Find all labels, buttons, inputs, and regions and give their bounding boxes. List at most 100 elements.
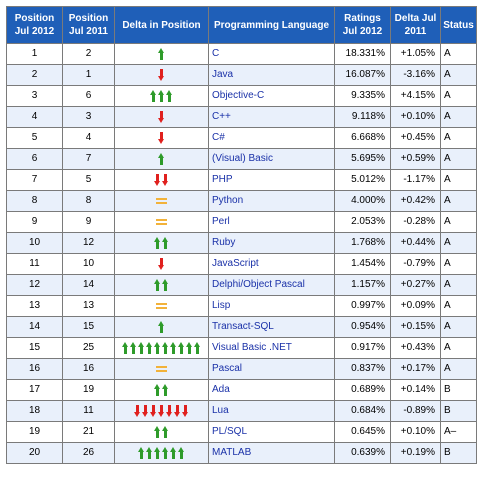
arrow-up-icon [154, 426, 161, 438]
arrow-up-icon [138, 342, 145, 354]
cell-delta-position [114, 232, 209, 254]
cell-language-link[interactable]: Lisp [208, 295, 335, 317]
arrow-up-icon [154, 237, 161, 249]
header-position-2012[interactable]: Position Jul 2012 [6, 6, 63, 44]
cell-language-link[interactable]: PHP [208, 169, 335, 191]
cell-delta-position [114, 274, 209, 296]
cell-delta-position [114, 43, 209, 65]
cell-position-2012: 11 [6, 253, 63, 275]
cell-status: A [440, 127, 477, 149]
cell-language-link[interactable]: PL/SQL [208, 421, 335, 443]
cell-language-link[interactable]: Ada [208, 379, 335, 401]
cell-delta-position [114, 211, 209, 233]
cell-delta-ratings: +0.15% [390, 316, 441, 338]
table-row: 12 14 Delphi/Object Pascal 1.157% +0.27% A [6, 274, 477, 296]
arrow-up-icon [154, 447, 161, 459]
cell-language-link[interactable]: (Visual) Basic [208, 148, 335, 170]
cell-status: A [440, 64, 477, 86]
header-status[interactable]: Status [440, 6, 477, 44]
cell-language-link[interactable]: Delphi/Object Pascal [208, 274, 335, 296]
cell-position-2011: 14 [62, 274, 115, 296]
cell-ratings: 16.087% [334, 64, 391, 86]
cell-ratings: 2.053% [334, 211, 391, 233]
cell-language-link[interactable]: Pascal [208, 358, 335, 380]
cell-delta-ratings: -0.79% [390, 253, 441, 275]
cell-delta-position [114, 421, 209, 443]
cell-position-2011: 4 [62, 127, 115, 149]
arrow-down-icon [134, 405, 141, 417]
cell-status: A [440, 337, 477, 359]
cell-position-2012: 18 [6, 400, 63, 422]
cell-delta-ratings: +0.42% [390, 190, 441, 212]
cell-language-link[interactable]: Java [208, 64, 335, 86]
table-row: 20 26 MATLAB 0.639% +0.19% B [6, 442, 477, 464]
cell-delta-ratings: -1.17% [390, 169, 441, 191]
table-row: 4 3 C++ 9.118% +0.10% A [6, 106, 477, 128]
cell-language-link[interactable]: JavaScript [208, 253, 335, 275]
cell-language-link[interactable]: MATLAB [208, 442, 335, 464]
table-row: 19 21 PL/SQL 0.645% +0.10% A– [6, 421, 477, 443]
cell-delta-ratings: -0.28% [390, 211, 441, 233]
table-row: 6 7 (Visual) Basic 5.695% +0.59% A [6, 148, 477, 170]
arrow-up-icon [130, 342, 137, 354]
cell-position-2012: 20 [6, 442, 63, 464]
arrow-up-icon [166, 90, 173, 102]
cell-delta-ratings: +0.09% [390, 295, 441, 317]
cell-language-link[interactable]: Perl [208, 211, 335, 233]
cell-language-link[interactable]: C++ [208, 106, 335, 128]
arrow-up-icon [158, 153, 165, 165]
table-row: 10 12 Ruby 1.768% +0.44% A [6, 232, 477, 254]
cell-position-2012: 1 [6, 43, 63, 65]
arrow-down-icon [182, 405, 189, 417]
cell-ratings: 1.768% [334, 232, 391, 254]
cell-delta-ratings: +0.14% [390, 379, 441, 401]
table-row: 17 19 Ada 0.689% +0.14% B [6, 379, 477, 401]
cell-position-2012: 8 [6, 190, 63, 212]
arrow-up-icon [162, 342, 169, 354]
cell-ratings: 0.684% [334, 400, 391, 422]
cell-delta-ratings: +0.43% [390, 337, 441, 359]
cell-position-2012: 7 [6, 169, 63, 191]
header-position-2011[interactable]: Position Jul 2011 [62, 6, 115, 44]
header-delta-ratings[interactable]: Delta Jul 2011 [390, 6, 441, 44]
cell-position-2012: 12 [6, 274, 63, 296]
cell-status: A [440, 190, 477, 212]
table-row: 7 5 PHP 5.012% -1.17% A [6, 169, 477, 191]
cell-delta-ratings: -0.89% [390, 400, 441, 422]
ranking-table-container: Position Jul 2012 Position Jul 2011 Delt… [6, 6, 477, 464]
cell-status: A [440, 253, 477, 275]
cell-ratings: 0.689% [334, 379, 391, 401]
table-row: 16 16 Pascal 0.837% +0.17% A [6, 358, 477, 380]
header-delta-position[interactable]: Delta in Position [114, 6, 209, 44]
arrow-up-icon [138, 447, 145, 459]
cell-language-link[interactable]: C# [208, 127, 335, 149]
cell-language-link[interactable]: Objective-C [208, 85, 335, 107]
table-row: 11 10 JavaScript 1.454% -0.79% A [6, 253, 477, 275]
cell-position-2011: 3 [62, 106, 115, 128]
cell-language-link[interactable]: C [208, 43, 335, 65]
cell-ratings: 6.668% [334, 127, 391, 149]
cell-position-2012: 6 [6, 148, 63, 170]
cell-language-link[interactable]: Python [208, 190, 335, 212]
cell-delta-position [114, 316, 209, 338]
cell-ratings: 0.997% [334, 295, 391, 317]
cell-language-link[interactable]: Ruby [208, 232, 335, 254]
cell-position-2011: 1 [62, 64, 115, 86]
cell-language-link[interactable]: Lua [208, 400, 335, 422]
cell-position-2012: 3 [6, 85, 63, 107]
cell-ratings: 18.331% [334, 43, 391, 65]
table-row: 8 8 Python 4.000% +0.42% A [6, 190, 477, 212]
equals-icon [156, 365, 167, 373]
cell-ratings: 0.639% [334, 442, 391, 464]
cell-ratings: 5.012% [334, 169, 391, 191]
cell-position-2012: 14 [6, 316, 63, 338]
header-language[interactable]: Programming Language [208, 6, 335, 44]
cell-language-link[interactable]: Transact-SQL [208, 316, 335, 338]
cell-delta-ratings: +0.27% [390, 274, 441, 296]
cell-language-link[interactable]: Visual Basic .NET [208, 337, 335, 359]
header-ratings[interactable]: Ratings Jul 2012 [334, 6, 391, 44]
arrow-up-icon [162, 279, 169, 291]
cell-position-2011: 6 [62, 85, 115, 107]
cell-position-2012: 15 [6, 337, 63, 359]
cell-position-2011: 19 [62, 379, 115, 401]
